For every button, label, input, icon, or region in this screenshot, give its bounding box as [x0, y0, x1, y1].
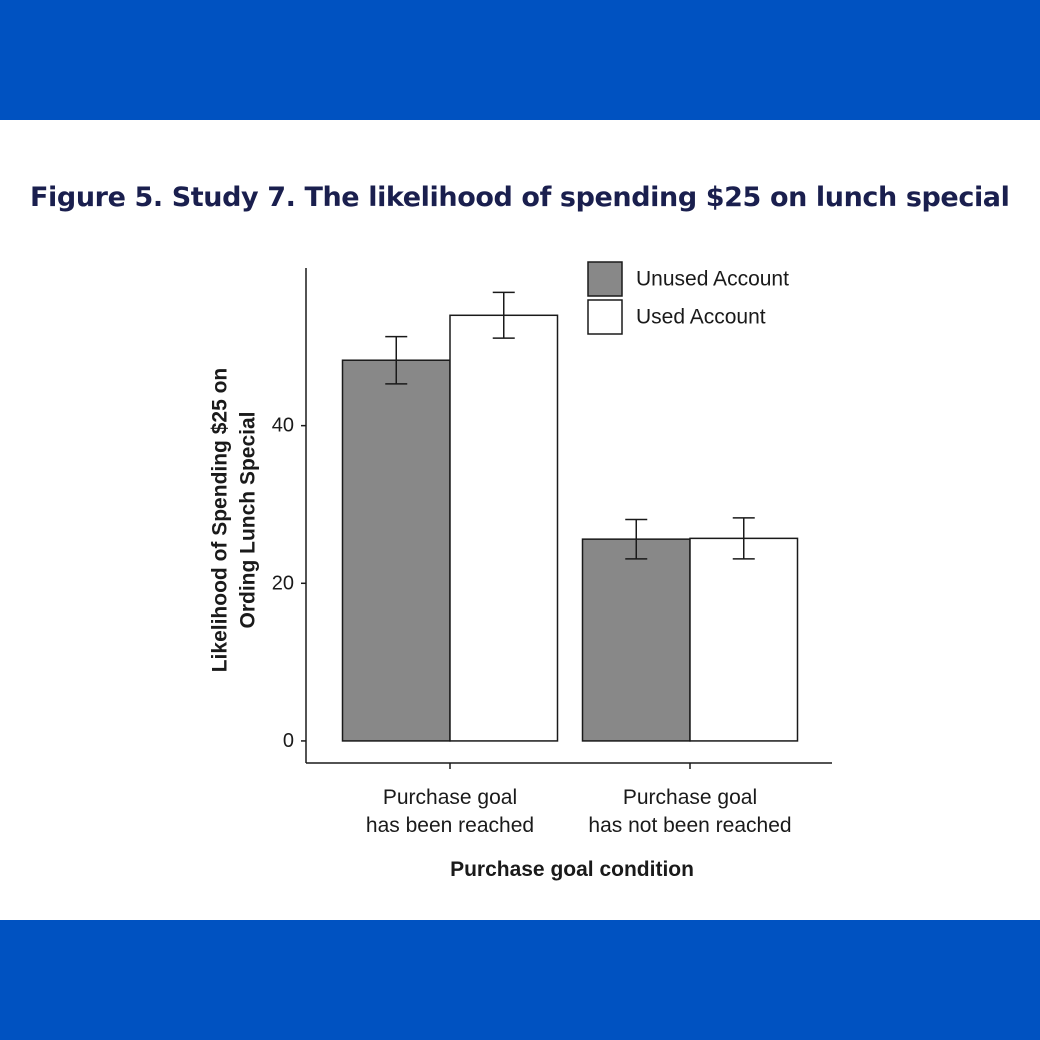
- x-axis-title: Purchase goal condition: [450, 858, 694, 881]
- axis-labels-layer: Purchase goal condition Likelihood of Spe…: [209, 368, 694, 881]
- bar-used-account-1: [449, 314, 559, 742]
- top-banner: [0, 0, 1040, 120]
- legend-label-unused-account: Unused Account: [636, 268, 789, 291]
- bars-layer: [341, 314, 799, 742]
- y-tick-label: 40: [272, 415, 294, 437]
- error-bars-layer: [385, 291, 755, 560]
- bar-used-account-2: [689, 537, 799, 742]
- legend: Unused Account Used Account: [587, 261, 789, 335]
- y-axis-title-line: Likelihood of Spending $25 on: [209, 368, 232, 673]
- bar-unused-account-2: [581, 538, 691, 742]
- legend-label-used-account: Used Account: [636, 306, 766, 329]
- x-tick-label: Purchase goal: [383, 786, 517, 809]
- y-tick-label: 0: [283, 730, 294, 752]
- legend-swatch-used-account: [587, 299, 623, 335]
- figure-title: Figure 5. Study 7. The likelihood of spe…: [30, 182, 1010, 213]
- axes-layer: 0 20 40 Purchase goal has been reached Purcha…: [272, 268, 832, 837]
- y-axis-title-line: Ording Lunch Special: [237, 411, 260, 628]
- x-tick-label: Purchase goal: [623, 786, 757, 809]
- x-tick-label: has been reached: [366, 814, 534, 837]
- legend-swatch-unused-account: [587, 261, 623, 297]
- y-tick-label: 20: [272, 572, 294, 594]
- bar-unused-account-1: [341, 359, 451, 742]
- x-tick-label: has not been reached: [588, 814, 791, 837]
- bottom-banner: [0, 920, 1040, 1040]
